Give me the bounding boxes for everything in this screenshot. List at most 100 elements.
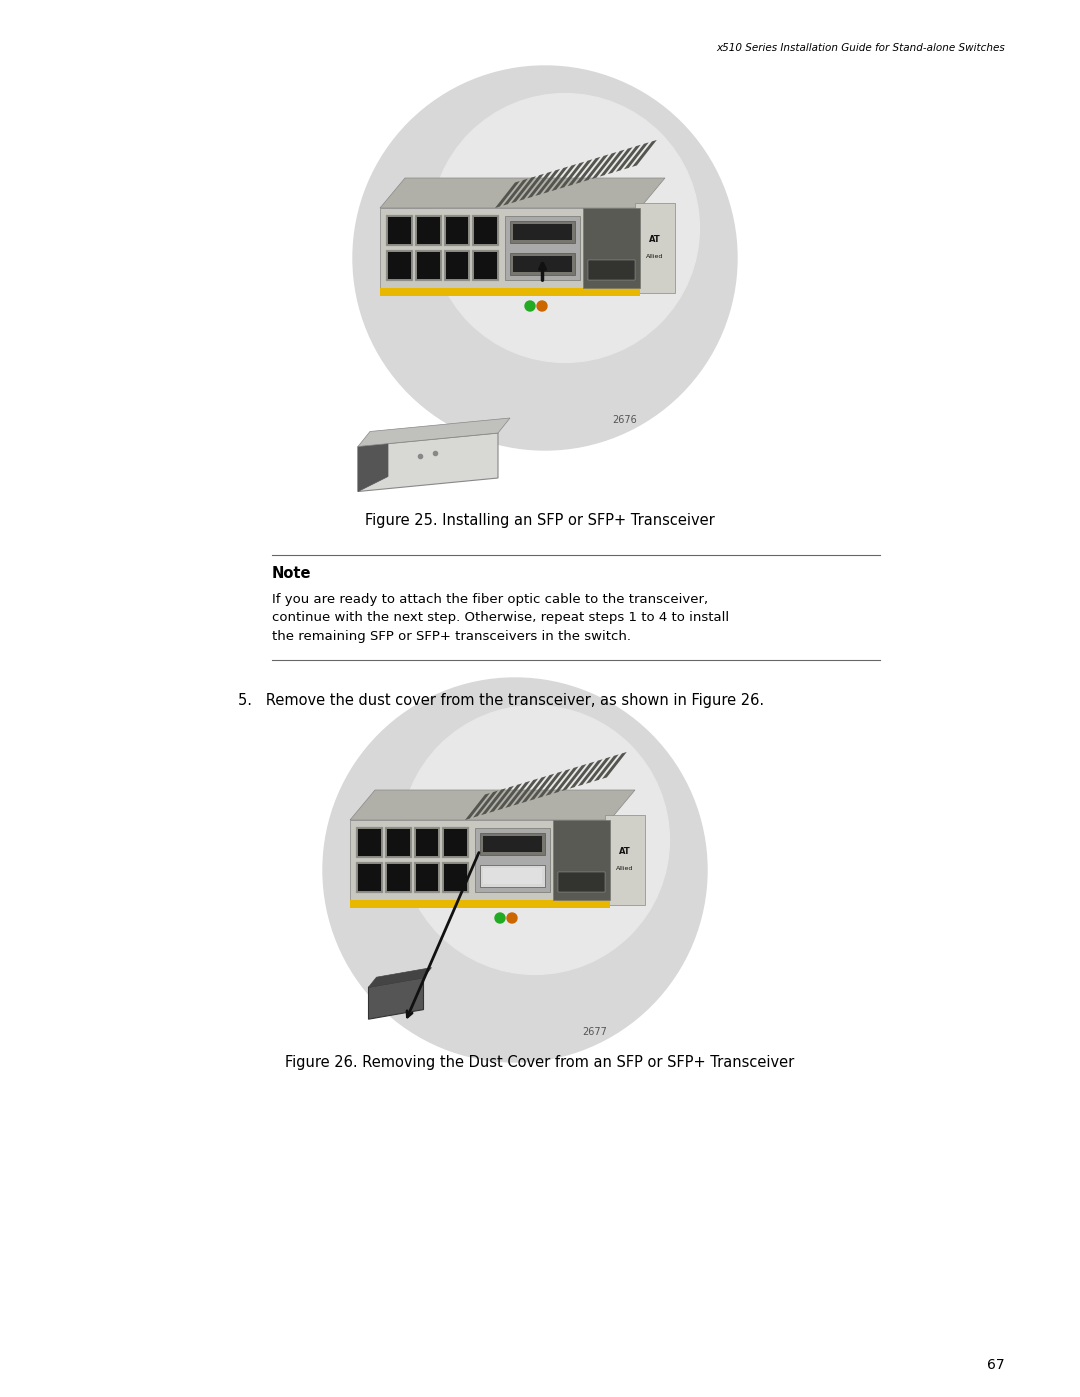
Bar	[472, 250, 499, 281]
Bar	[350, 900, 610, 908]
Bar	[357, 828, 381, 856]
Circle shape	[401, 705, 670, 974]
Text: 67: 67	[987, 1358, 1005, 1372]
Bar	[553, 820, 610, 900]
Polygon shape	[513, 778, 538, 806]
Polygon shape	[473, 791, 498, 817]
Polygon shape	[357, 433, 498, 492]
Bar	[483, 868, 542, 884]
Polygon shape	[505, 781, 530, 807]
Bar	[415, 215, 442, 246]
Polygon shape	[562, 764, 586, 791]
Text: 5.   Remove the dust cover from the transceiver, as shown in Figure 26.: 5. Remove the dust cover from the transc…	[238, 693, 765, 707]
Bar	[588, 260, 635, 279]
Bar	[357, 863, 381, 891]
Bar	[472, 215, 499, 246]
Circle shape	[353, 66, 737, 450]
Text: x510 Series Installation Guide for Stand-alone Switches: x510 Series Installation Guide for Stand…	[716, 43, 1005, 53]
Bar	[510, 253, 575, 275]
Polygon shape	[536, 169, 561, 196]
Polygon shape	[350, 789, 635, 820]
Bar	[475, 828, 550, 893]
Bar	[417, 251, 440, 279]
Polygon shape	[511, 176, 536, 203]
Bar	[510, 221, 575, 243]
Polygon shape	[495, 182, 519, 208]
Text: Note: Note	[272, 566, 311, 581]
Polygon shape	[497, 784, 522, 810]
Bar	[416, 828, 438, 856]
Bar	[558, 872, 605, 893]
Polygon shape	[608, 147, 633, 175]
Polygon shape	[545, 768, 570, 796]
Bar	[442, 862, 469, 893]
Bar	[444, 863, 467, 891]
Bar	[605, 814, 645, 905]
Bar	[446, 217, 469, 244]
Polygon shape	[489, 785, 514, 813]
Bar	[513, 256, 572, 272]
Polygon shape	[585, 757, 610, 784]
Polygon shape	[554, 767, 579, 793]
Bar	[384, 862, 411, 893]
Bar	[414, 862, 441, 893]
Bar	[380, 288, 640, 296]
Bar	[474, 251, 497, 279]
Circle shape	[323, 678, 707, 1062]
Bar	[356, 827, 382, 858]
Polygon shape	[503, 179, 528, 205]
Polygon shape	[583, 155, 608, 182]
Polygon shape	[576, 156, 600, 184]
Text: Allied: Allied	[646, 253, 664, 258]
Text: Allied: Allied	[617, 866, 634, 870]
Bar	[444, 828, 467, 856]
Polygon shape	[616, 145, 640, 172]
Bar	[387, 828, 409, 856]
Circle shape	[537, 300, 546, 312]
Circle shape	[507, 914, 517, 923]
Bar	[444, 250, 470, 281]
Text: Figure 26. Removing the Dust Cover from an SFP or SFP+ Transceiver: Figure 26. Removing the Dust Cover from …	[285, 1056, 795, 1070]
Polygon shape	[527, 172, 552, 198]
Bar	[583, 208, 640, 288]
Bar	[414, 827, 441, 858]
Bar	[356, 862, 382, 893]
Polygon shape	[368, 978, 423, 1020]
Polygon shape	[481, 788, 505, 816]
Polygon shape	[559, 162, 584, 189]
Polygon shape	[592, 152, 617, 179]
Polygon shape	[519, 173, 544, 201]
Bar	[380, 208, 640, 288]
Text: 2677: 2677	[582, 1027, 607, 1037]
Polygon shape	[578, 759, 603, 787]
Bar	[483, 835, 542, 852]
Polygon shape	[632, 140, 657, 166]
Bar	[388, 251, 410, 279]
Bar	[416, 863, 438, 891]
Polygon shape	[624, 142, 649, 169]
Bar	[480, 865, 545, 887]
Bar	[387, 863, 409, 891]
Bar	[350, 820, 610, 900]
Bar	[388, 217, 410, 244]
Bar	[446, 251, 469, 279]
Polygon shape	[529, 774, 554, 800]
Bar	[442, 827, 469, 858]
Polygon shape	[599, 149, 624, 176]
Polygon shape	[602, 752, 626, 780]
Text: 2676: 2676	[612, 415, 637, 425]
Bar	[417, 217, 440, 244]
Bar	[474, 217, 497, 244]
Bar	[444, 215, 470, 246]
Text: If you are ready to attach the fiber optic cable to the transceiver,
continue wi: If you are ready to attach the fiber opt…	[272, 592, 729, 643]
Polygon shape	[368, 968, 432, 988]
Text: AT: AT	[619, 848, 631, 856]
Bar	[635, 203, 675, 293]
Bar	[384, 827, 411, 858]
Circle shape	[431, 94, 700, 362]
Bar	[505, 217, 580, 279]
Text: Figure 25. Installing an SFP or SFP+ Transceiver: Figure 25. Installing an SFP or SFP+ Tra…	[365, 513, 715, 528]
Circle shape	[495, 914, 505, 923]
Polygon shape	[570, 761, 595, 788]
Bar	[386, 250, 413, 281]
